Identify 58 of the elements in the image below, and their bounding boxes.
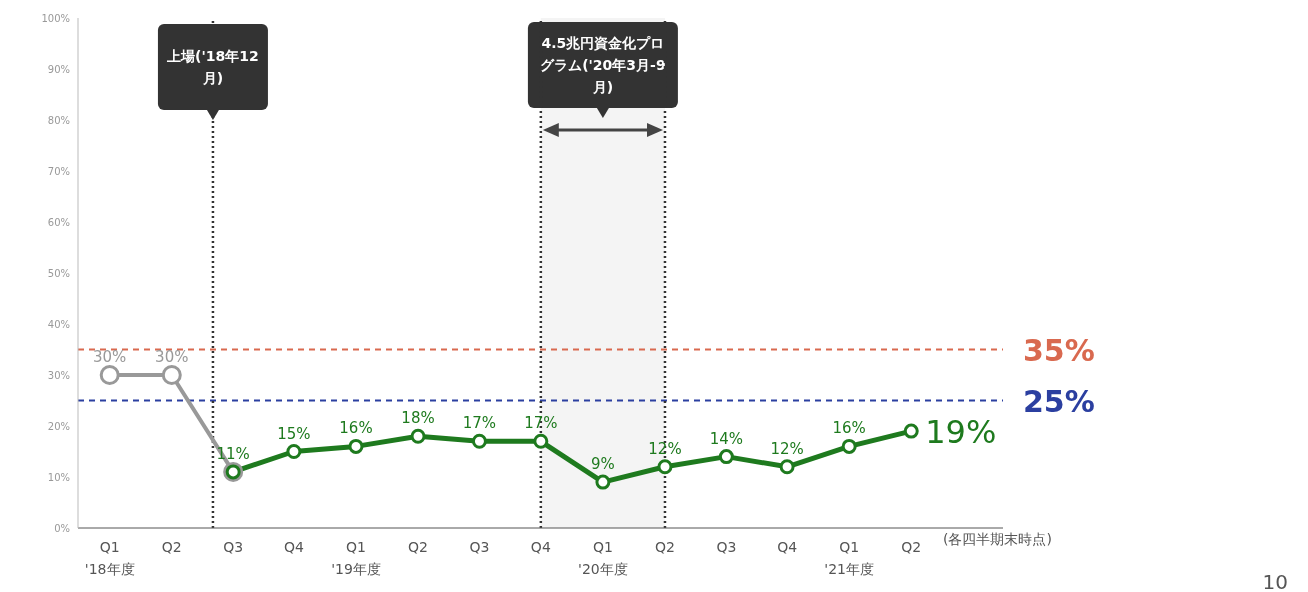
x-tick-label: Q4 <box>530 539 551 555</box>
x-tick-label: Q4 <box>283 539 304 555</box>
x-tick-label: Q1 '21年度 <box>824 539 875 577</box>
data-label: 14% <box>709 429 744 448</box>
data-label: 15% <box>277 424 311 443</box>
x-tick-label: Q2 <box>901 539 922 555</box>
ref-line-label: 35% <box>1023 332 1095 368</box>
point <box>348 438 364 454</box>
x-tick-label: Q2 <box>161 539 182 555</box>
x-tick-label: Q1 '18年度 <box>84 539 135 577</box>
x-tick-label: Q2 <box>655 539 675 555</box>
y-tick-label: 70% <box>47 165 70 177</box>
y-tick-label: 80% <box>47 114 70 126</box>
point <box>657 459 673 475</box>
data-label: 30% <box>93 348 127 366</box>
band-label: 4.5兆円資金化プログラム('20年3月-9月) <box>539 34 667 97</box>
data-label: 30% <box>155 348 189 366</box>
text: 10 <box>1262 570 1288 592</box>
data-label: 12% <box>770 439 804 458</box>
x-tick-label: Q4 <box>777 539 798 555</box>
data-label: 17% <box>524 414 558 433</box>
y-tick-label: 40% <box>47 318 70 330</box>
data-label: 17% <box>462 414 497 433</box>
point <box>286 444 302 459</box>
data-label: 9% <box>591 455 615 474</box>
x-tick-label: Q3 <box>716 539 737 555</box>
data-label: 18% <box>401 409 435 428</box>
point <box>410 428 426 444</box>
point <box>99 365 120 385</box>
ref-line-label: 上場('18年12月) <box>166 47 260 88</box>
x-tick-label: Q1 '19年度 <box>331 539 381 577</box>
ref-line-label: 25% <box>1023 383 1095 419</box>
data-label: 11% <box>216 444 250 463</box>
y-tick-label: 60% <box>47 216 70 228</box>
point <box>718 449 734 465</box>
y-tick-label: 90% <box>47 63 70 75</box>
y-tick-label: 20% <box>47 420 70 432</box>
data-label: 12% <box>648 439 682 458</box>
x-tick-label: Q3 <box>223 539 244 555</box>
x-tick-label: Q3 <box>469 539 490 555</box>
x-tick-label: Q1 '20年度 <box>578 539 628 577</box>
y-tick-label: 30% <box>47 369 70 381</box>
data-label: 16% <box>832 419 866 438</box>
x-axis-title: (各四半期末時点) <box>943 531 1052 547</box>
point <box>595 474 611 490</box>
point <box>779 459 795 475</box>
point <box>533 433 549 449</box>
data-label: 19% <box>925 413 997 452</box>
point <box>471 433 487 449</box>
y-tick-label: 10% <box>47 471 70 483</box>
y-tick-label: 0% <box>54 522 70 534</box>
y-tick-label: 100% <box>41 12 70 24</box>
y-tick-label: 50% <box>47 267 70 279</box>
point <box>161 365 182 385</box>
x-tick-label: Q2 <box>408 539 429 555</box>
point <box>903 423 919 439</box>
data-label: 16% <box>339 419 373 438</box>
point <box>841 438 857 454</box>
